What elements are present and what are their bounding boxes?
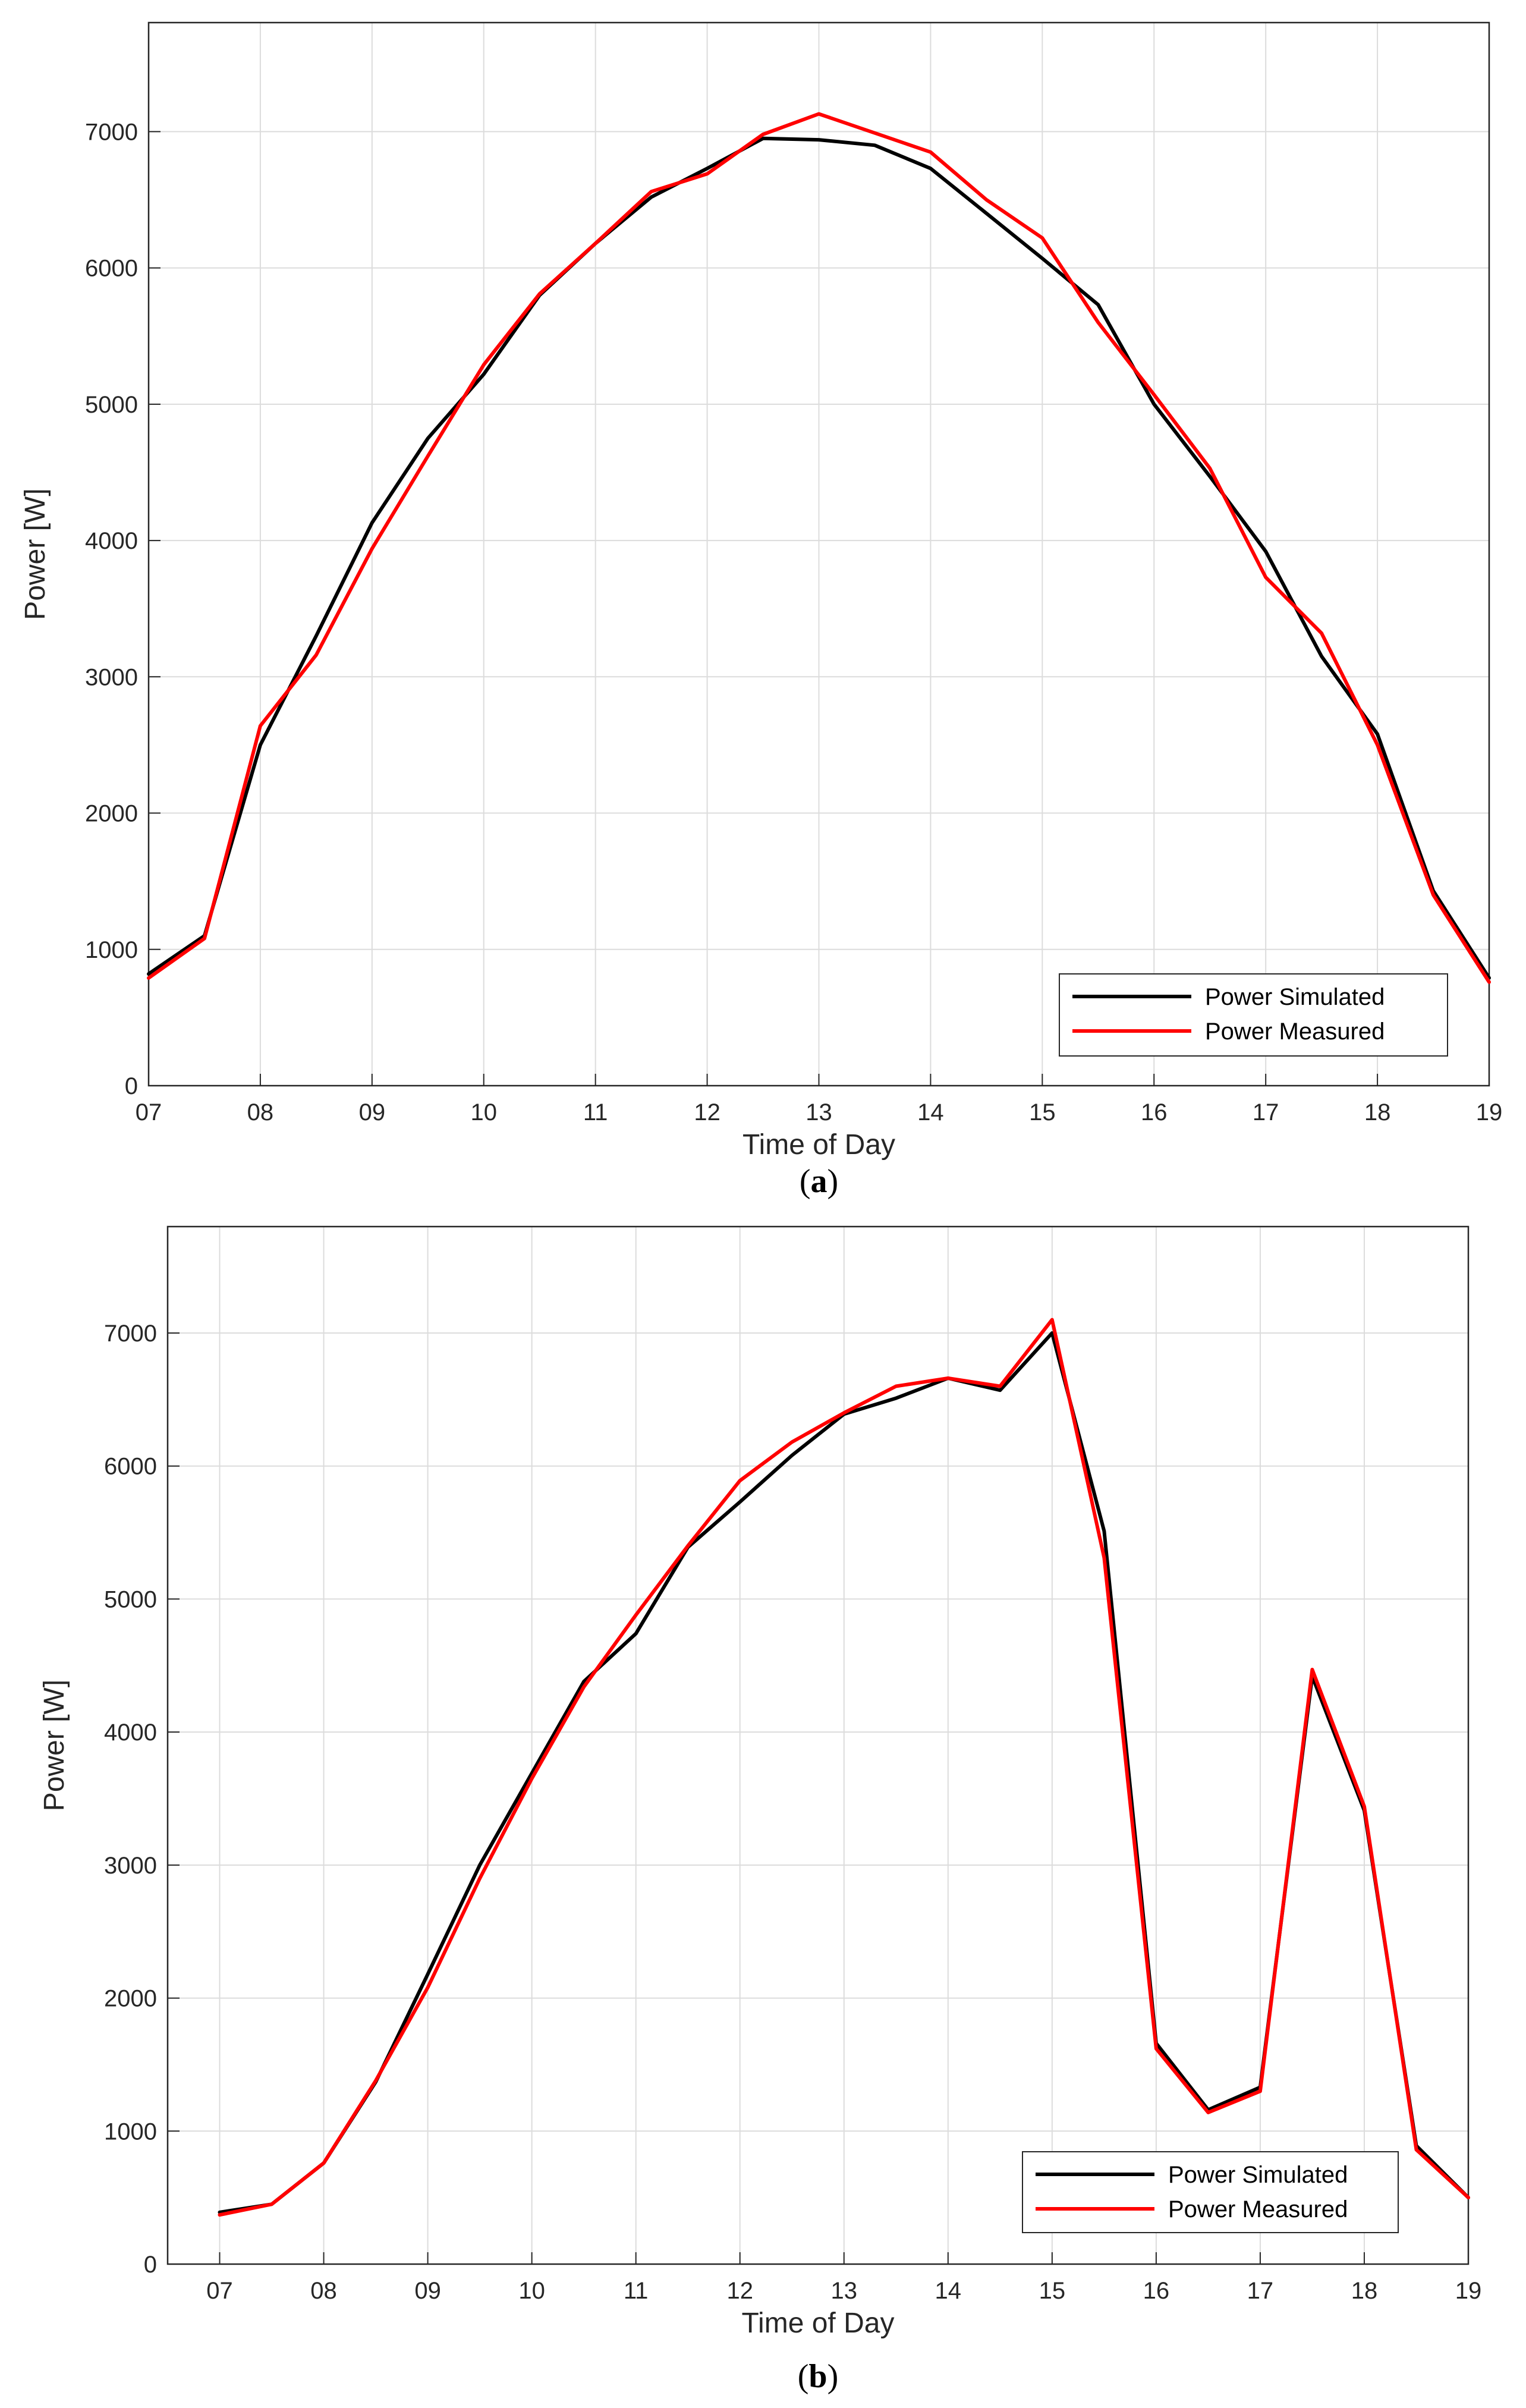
x-tick-label: 16: [1141, 1099, 1168, 1126]
chart-b: 07 08 09 10 11 12 13 14 15 16 17 18 19 0 1000 2000 3000 4…: [39, 1225, 1482, 2395]
y-tick-label: 4000: [85, 528, 138, 554]
x-tick-label: 10: [471, 1099, 498, 1126]
series-line-power-measured: [218, 1318, 1470, 2217]
x-tick-label: 07: [206, 2278, 233, 2304]
x-tick-label: 07: [136, 1099, 162, 1126]
y-tick-label: 5000: [104, 1586, 157, 1612]
x-tick-label: 12: [694, 1099, 720, 1126]
legend-box: [1022, 2151, 1399, 2233]
x-tick-label: 19: [1455, 2278, 1482, 2304]
x-tick-label: 09: [359, 1099, 386, 1126]
x-tick-label: 15: [1029, 1099, 1056, 1126]
y-tick-label: 6000: [85, 256, 138, 282]
y-tick-label: 7000: [85, 119, 138, 145]
x-tick-label: 10: [518, 2278, 545, 2304]
x-tick-label: 19: [1476, 1099, 1503, 1126]
x-tick-label: 13: [831, 2278, 858, 2304]
axes-frame: [147, 21, 1490, 1087]
x-tick-label: 15: [1039, 2278, 1066, 2304]
x-tick-label: 14: [935, 2278, 962, 2304]
y-tick-label: 1000: [104, 2118, 157, 2145]
caption-letter: a: [811, 1163, 827, 1200]
chart-a: 07 08 09 10 11 12 13 14 15 16 17 18 19 0 1000 2000 3000 4…: [20, 21, 1503, 1200]
caption: (a): [800, 1163, 838, 1200]
x-tick-label: 14: [917, 1099, 944, 1126]
legend-label-power-measured: Power Measured: [1205, 1018, 1385, 1045]
y-tick-label: 2000: [104, 1986, 157, 2012]
x-axis-label: Time of Day: [742, 1129, 895, 1161]
y-tick-label: 6000: [104, 1454, 157, 1480]
x-tick-label: 08: [247, 1099, 274, 1126]
x-tick-label: 17: [1247, 2278, 1274, 2304]
legend-label-power-measured: Power Measured: [1168, 2196, 1348, 2222]
x-axis-label: Time of Day: [742, 2308, 895, 2339]
y-tick-label: 7000: [104, 1321, 157, 1347]
x-tick-label: 13: [806, 1099, 832, 1126]
plot-area: [168, 1227, 1468, 2264]
caption-letter: b: [808, 2358, 827, 2395]
y-tick-label: 1000: [85, 937, 138, 963]
y-axis-label: Power [W]: [39, 1680, 70, 1811]
series-line-power-measured: [147, 112, 1491, 984]
x-tick-label: 12: [726, 2278, 753, 2304]
x-tick-label: 08: [310, 2278, 337, 2304]
y-tick-label: 4000: [104, 1719, 157, 1746]
x-tick-label: 11: [624, 2278, 649, 2304]
x-tick-label: 18: [1351, 2278, 1378, 2304]
y-tick-label: 3000: [85, 664, 138, 690]
y-tick-label: 0: [144, 2252, 157, 2278]
x-tick-label: 16: [1143, 2278, 1170, 2304]
x-tick-label: 11: [583, 1099, 608, 1126]
series-line-power-simulated: [147, 136, 1491, 980]
legend-label-power-simulated: Power Simulated: [1168, 2162, 1348, 2188]
legend-label-power-simulated: Power Simulated: [1205, 984, 1385, 1010]
y-tick-label: 2000: [85, 801, 138, 827]
caption: (b): [798, 2358, 838, 2395]
axes-frame: [166, 1225, 1470, 2265]
x-tick-label: 09: [414, 2278, 441, 2304]
y-tick-label: 0: [125, 1073, 138, 1099]
y-tick-label: 5000: [85, 392, 138, 418]
x-tick-label: 17: [1253, 1099, 1279, 1126]
y-tick-label: 3000: [104, 1853, 157, 1879]
legend-box: [1059, 973, 1448, 1057]
y-axis-label: Power [W]: [20, 488, 51, 620]
x-tick-label: 18: [1364, 1099, 1391, 1126]
